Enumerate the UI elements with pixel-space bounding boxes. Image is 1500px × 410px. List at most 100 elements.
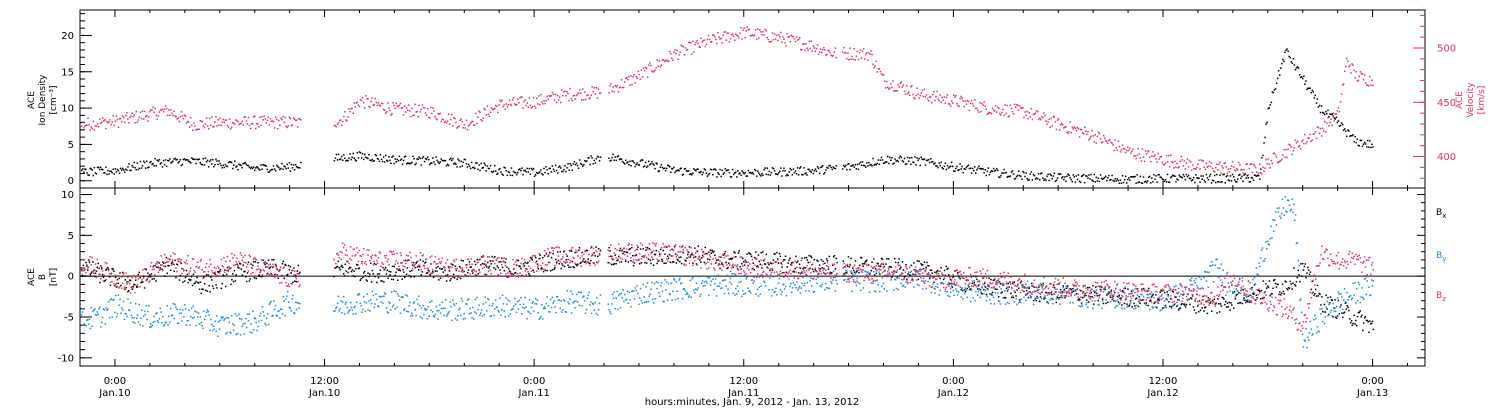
by-point	[106, 309, 108, 311]
velocity-point	[334, 125, 337, 127]
by-point	[355, 313, 357, 315]
density-point	[1052, 175, 1055, 177]
density-point	[268, 171, 271, 173]
by-point	[777, 282, 780, 284]
bx-point	[702, 251, 705, 253]
density-point	[127, 166, 129, 168]
density-point	[787, 174, 789, 177]
by-point	[502, 303, 505, 305]
by-point	[400, 296, 402, 298]
bx-point	[179, 274, 182, 277]
density-point	[451, 159, 453, 162]
density-point	[284, 166, 286, 168]
velocity-point	[968, 109, 971, 112]
density-point	[983, 172, 985, 174]
density-point	[1216, 173, 1218, 176]
bx-point	[1340, 304, 1342, 306]
bx-point	[871, 261, 873, 263]
velocity-point	[1372, 84, 1374, 87]
by-point	[183, 316, 185, 318]
velocity-point	[674, 49, 676, 51]
bx-point	[1252, 293, 1255, 295]
bx-point	[215, 284, 217, 286]
velocity-point	[546, 95, 548, 98]
by-point	[429, 301, 431, 303]
bx-point	[524, 261, 526, 264]
bx-point	[221, 282, 223, 285]
by-point	[86, 319, 88, 321]
bx-point	[165, 256, 168, 259]
bottom-left-title-line1: ACE	[27, 268, 37, 286]
by-point	[463, 312, 465, 315]
bx-point	[1260, 289, 1263, 292]
density-point	[1205, 173, 1208, 176]
bx-point	[715, 259, 718, 262]
velocity-point	[143, 110, 146, 113]
bx-point	[1181, 303, 1183, 305]
bx-point	[460, 259, 463, 262]
bx-point	[942, 274, 944, 276]
density-point	[906, 156, 909, 159]
density-point	[616, 156, 619, 158]
density-point	[1266, 121, 1268, 124]
density-point	[556, 172, 559, 174]
by-point	[436, 310, 438, 312]
bx-point	[1347, 306, 1349, 309]
density-point	[1208, 175, 1211, 177]
by-point	[361, 311, 363, 313]
bx-point	[859, 264, 861, 267]
bx-point	[175, 276, 177, 279]
density-point	[255, 167, 257, 169]
bx-point	[1332, 316, 1334, 318]
by-point	[872, 282, 874, 285]
density-point	[1226, 174, 1229, 177]
density-point	[132, 166, 134, 168]
by-point	[204, 318, 206, 320]
density-point	[270, 168, 273, 171]
bx-point	[1052, 298, 1054, 300]
velocity-point	[490, 107, 493, 109]
velocity-point	[980, 110, 982, 113]
velocity-point	[395, 102, 397, 105]
density-point	[800, 166, 802, 168]
velocity-point	[1283, 148, 1285, 151]
velocity-point	[1240, 169, 1242, 171]
by-point	[521, 313, 523, 315]
density-point	[521, 167, 523, 169]
by-point	[277, 310, 279, 312]
bx-point	[1362, 329, 1364, 332]
density-point	[984, 169, 986, 171]
bx-point	[261, 275, 264, 277]
bx-point	[1349, 318, 1351, 320]
velocity-point	[912, 93, 914, 96]
velocity-point	[1341, 84, 1344, 86]
density-point	[509, 174, 512, 176]
by-point	[107, 308, 109, 310]
velocity-point	[1325, 131, 1327, 133]
by-point	[735, 287, 737, 290]
by-point	[168, 315, 170, 318]
density-point	[423, 160, 426, 163]
density-point	[502, 174, 504, 176]
density-point	[220, 164, 222, 167]
velocity-point	[1336, 109, 1339, 112]
bx-point	[1182, 294, 1184, 296]
by-point	[693, 289, 695, 291]
density-point	[192, 158, 194, 160]
velocity-point	[659, 65, 662, 68]
velocity-point	[344, 111, 346, 113]
bx-point	[255, 277, 257, 280]
density-point	[918, 157, 920, 160]
left-y-tick-label: 5	[68, 140, 74, 151]
density-point	[958, 169, 960, 171]
density-point	[669, 166, 671, 168]
density-point	[145, 167, 147, 169]
velocity-point	[621, 86, 624, 89]
density-point	[1354, 135, 1356, 138]
bx-point	[809, 267, 811, 270]
density-point	[921, 158, 924, 160]
by-point	[190, 315, 192, 318]
bx-point	[197, 282, 200, 284]
velocity-point	[390, 114, 392, 116]
velocity-point	[876, 71, 878, 73]
